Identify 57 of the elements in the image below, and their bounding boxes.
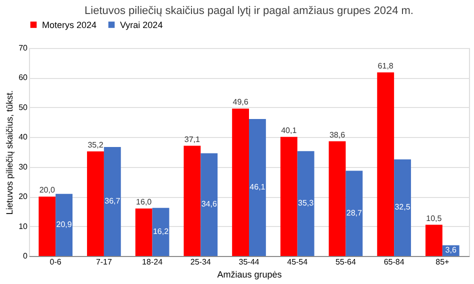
y-tick-label: 70 xyxy=(18,44,28,52)
data-label: 16,2 xyxy=(152,226,170,236)
x-tick-label: 35-44 xyxy=(238,258,260,266)
y-tick-label: 60 xyxy=(18,73,28,82)
y-tick-label: 20 xyxy=(18,192,28,202)
data-label: 49,6 xyxy=(232,98,249,107)
data-label: 40,1 xyxy=(281,126,298,135)
data-label: 28,7 xyxy=(346,208,362,218)
y-tick-label: 40 xyxy=(18,132,28,142)
bar xyxy=(232,108,249,256)
data-label: 46,1 xyxy=(250,182,266,192)
x-tick-label: 18-24 xyxy=(142,258,164,266)
chart-title: Lietuvos piliečių skaičius pagal lytį ir pagal amžiaus grupes 2024 m. xyxy=(84,5,414,17)
data-label: 38,6 xyxy=(329,130,346,140)
bar xyxy=(38,196,56,256)
bar xyxy=(280,136,298,256)
bar xyxy=(249,119,266,256)
x-tick-label: 65-84 xyxy=(384,258,405,266)
data-label: 36,7 xyxy=(104,196,121,206)
x-tick-label: 55-64 xyxy=(335,258,356,266)
legend-label: Vyrai 2024 xyxy=(120,20,163,30)
x-tick-label: 25-34 xyxy=(190,258,212,266)
bar xyxy=(135,208,152,256)
bar xyxy=(56,194,73,256)
y-tick-label: 0 xyxy=(23,252,28,260)
data-label: 20,9 xyxy=(56,220,72,229)
x-tick-label: 85+ xyxy=(436,258,450,266)
y-tick-label: 30 xyxy=(18,162,28,172)
bar xyxy=(425,224,442,256)
data-label: 61,8 xyxy=(378,61,394,70)
data-label: 16,0 xyxy=(136,197,152,206)
bar xyxy=(377,72,394,256)
bar xyxy=(328,141,346,256)
y-tick-label: 10 xyxy=(18,222,28,231)
data-label: 37,1 xyxy=(184,134,201,144)
data-label: 35,2 xyxy=(88,140,104,150)
bar xyxy=(346,170,363,256)
x-axis-title: Amžiaus grupės xyxy=(217,270,282,280)
bar xyxy=(394,159,411,256)
data-label: 3,6 xyxy=(445,246,457,255)
bar xyxy=(297,151,314,256)
x-tick-label: 7-17 xyxy=(96,258,112,266)
data-label: 34,6 xyxy=(201,200,218,209)
x-tick-label: 45-54 xyxy=(287,258,308,266)
bar xyxy=(184,146,201,256)
legend-label: Moterys 2024 xyxy=(42,20,97,30)
data-label: 20,0 xyxy=(39,186,56,195)
data-label: 32,5 xyxy=(394,202,411,212)
y-tick-label: 50 xyxy=(18,102,28,112)
x-tick-label: 0-6 xyxy=(50,258,62,266)
data-label: 35,3 xyxy=(298,198,314,208)
bar xyxy=(200,153,218,256)
y-axis-title: Lietuvos piliečių skaičius, tūkst. xyxy=(4,90,15,215)
bar xyxy=(104,146,121,256)
bar xyxy=(152,208,170,256)
data-label: 10,5 xyxy=(426,214,442,223)
bar xyxy=(87,151,104,256)
